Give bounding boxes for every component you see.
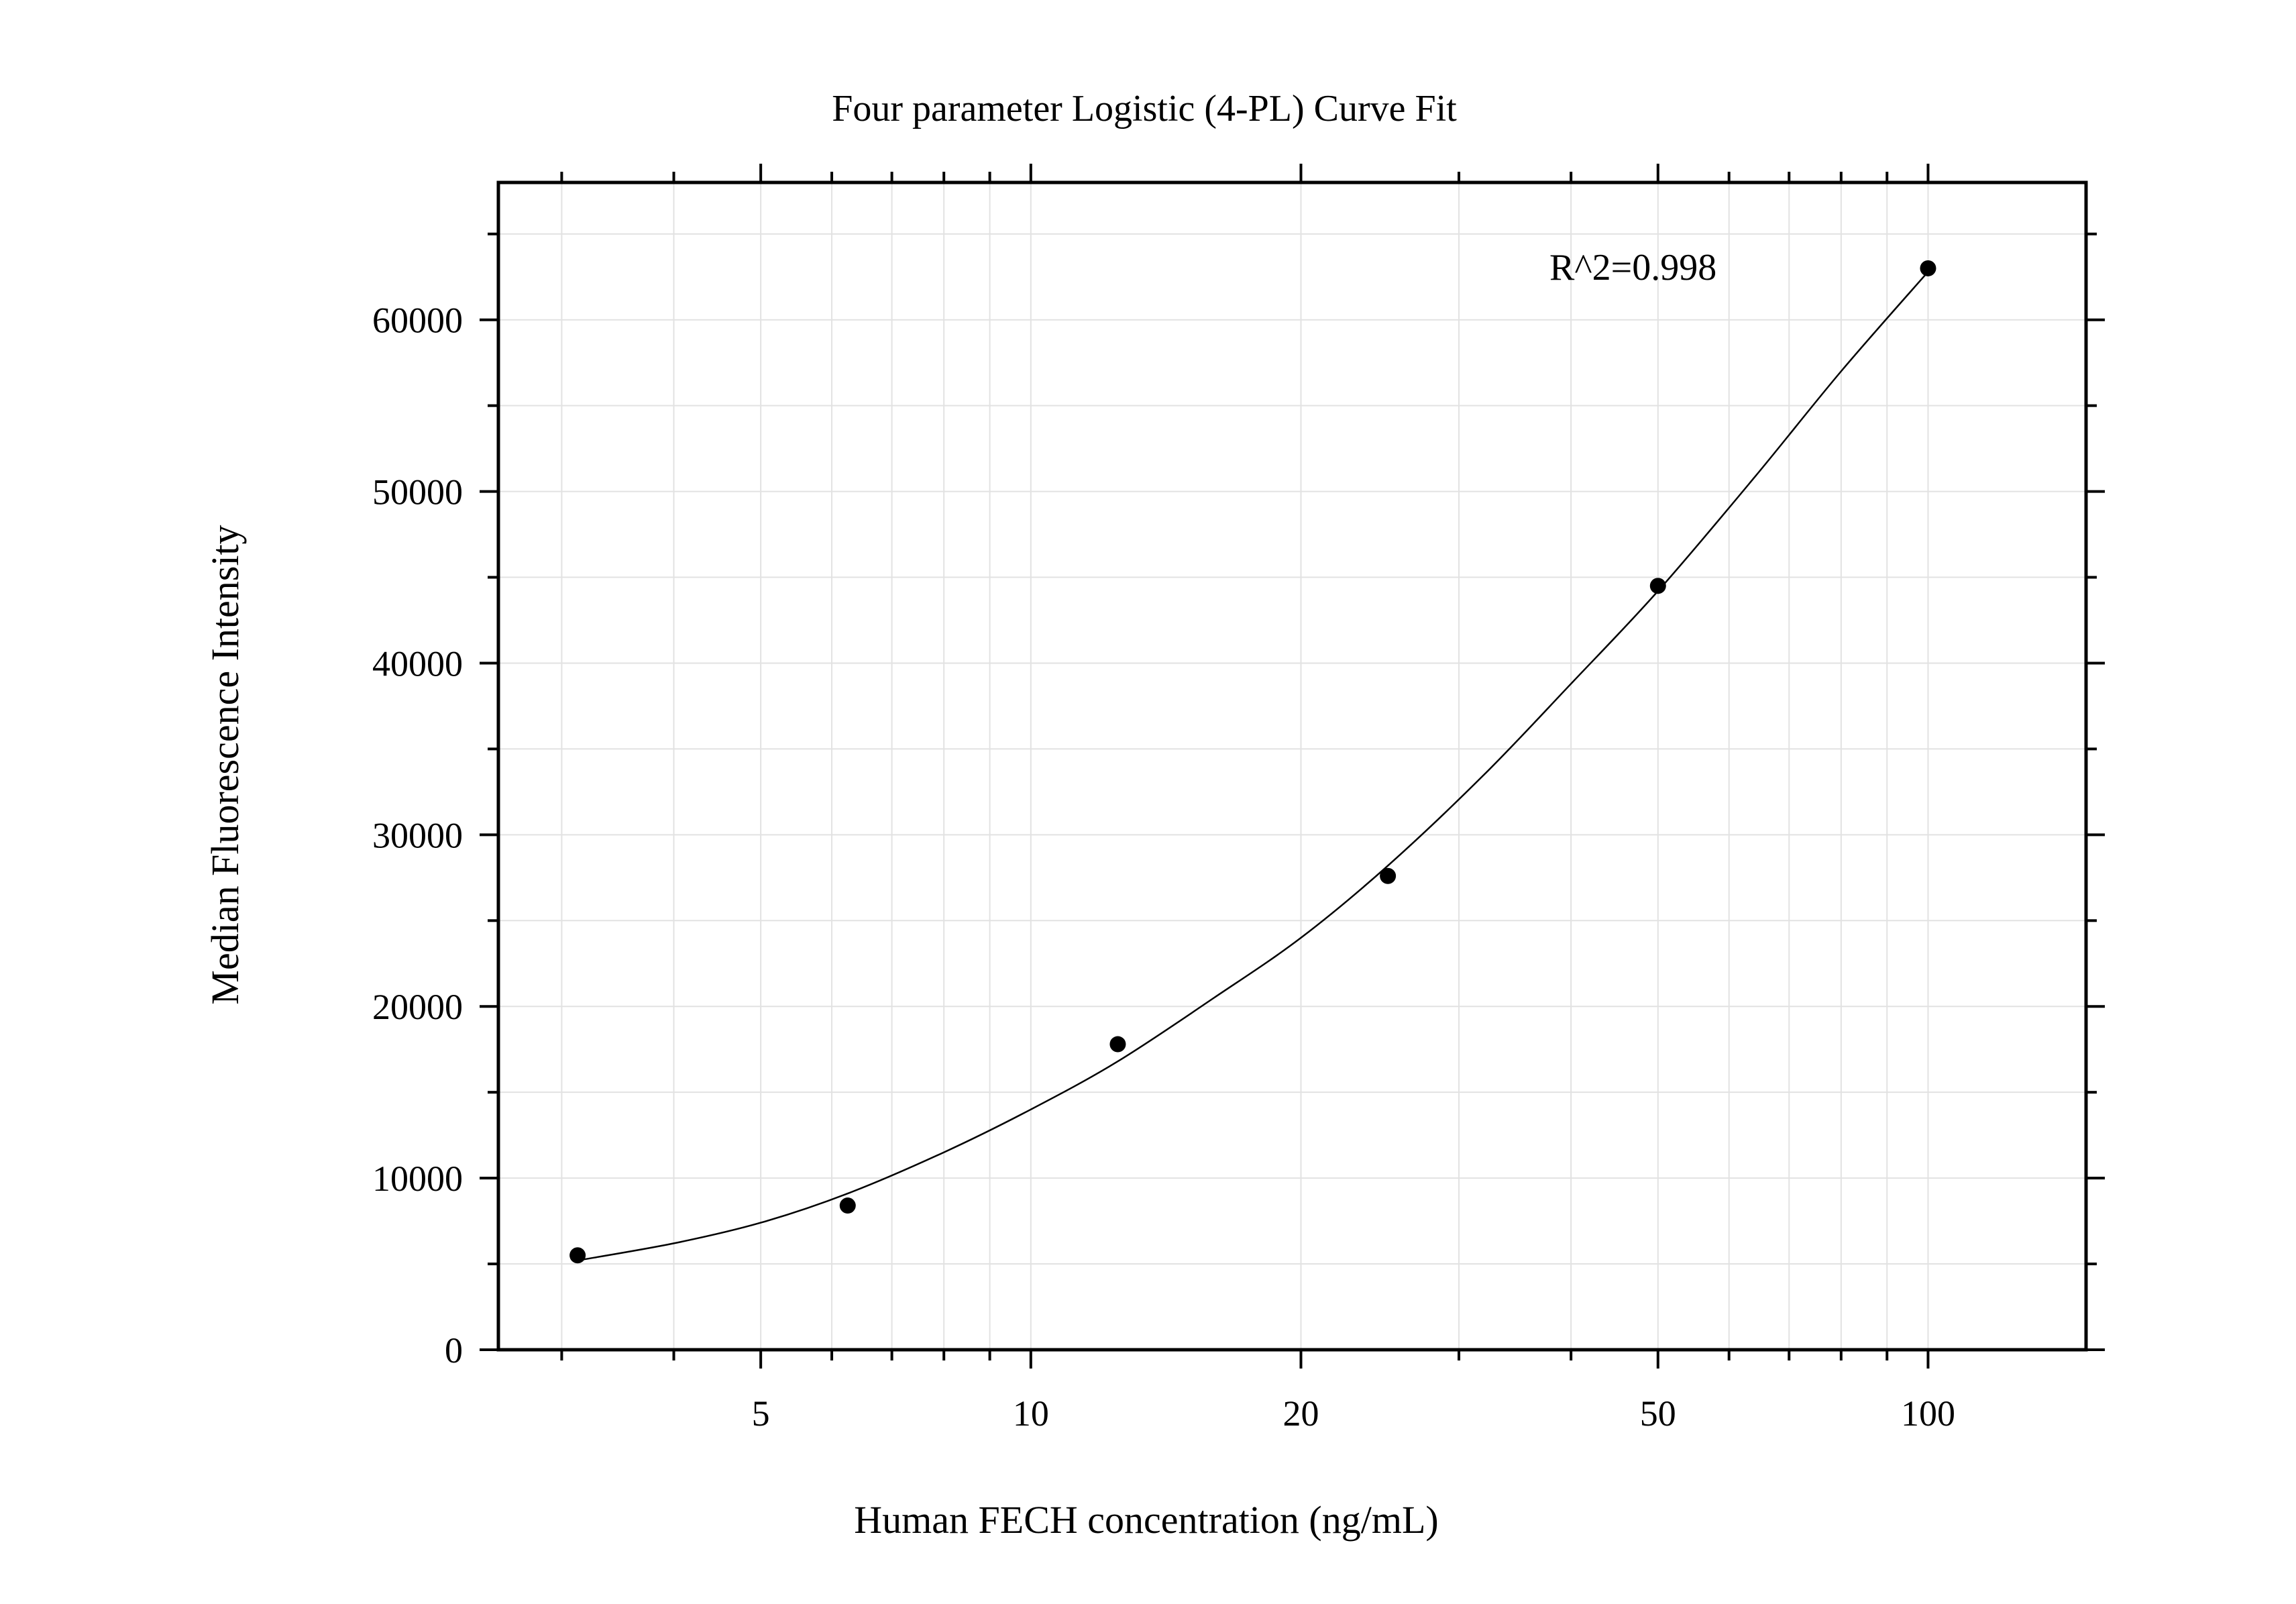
data-point — [839, 1197, 856, 1214]
x-tick-label: 50 — [1640, 1393, 1676, 1434]
y-tick-label: 20000 — [372, 987, 463, 1027]
x-axis-label: Human FECH concentration (ng/mL) — [854, 1498, 1438, 1542]
data-points-layer — [569, 260, 1936, 1264]
x-tick-label: 100 — [1901, 1393, 1955, 1434]
tick-labels: 5 10 20 50 100 0 10000 20000 30000 40000 50000 6000… — [372, 301, 1955, 1434]
chart-title: Four parameter Logistic (4-PL) Curve Fit — [832, 88, 1457, 129]
fit-curve-layer — [577, 271, 1929, 1262]
data-point — [1920, 260, 1936, 276]
x-tick-label: 10 — [1013, 1393, 1049, 1434]
data-point — [1109, 1036, 1126, 1053]
y-tick-label: 0 — [445, 1330, 463, 1371]
y-tick-label: 10000 — [372, 1159, 463, 1199]
y-tick-label: 30000 — [372, 815, 463, 855]
y-tick-label: 40000 — [372, 643, 463, 684]
data-point — [1380, 867, 1397, 884]
grid — [498, 182, 2086, 1350]
y-tick-label: 50000 — [372, 472, 463, 513]
data-point — [1649, 578, 1666, 594]
data-point — [569, 1247, 586, 1264]
x-tick-label: 5 — [752, 1393, 770, 1434]
axis-ticks — [480, 164, 2105, 1369]
y-axis-label: Median Fluorescence Intensity — [203, 525, 247, 1004]
fit-curve — [577, 271, 1929, 1262]
x-tick-label: 20 — [1282, 1393, 1319, 1434]
plot-frame — [496, 180, 2088, 1352]
r-squared-annotation: R^2=0.998 — [1549, 247, 1716, 288]
y-tick-label: 60000 — [372, 301, 463, 341]
